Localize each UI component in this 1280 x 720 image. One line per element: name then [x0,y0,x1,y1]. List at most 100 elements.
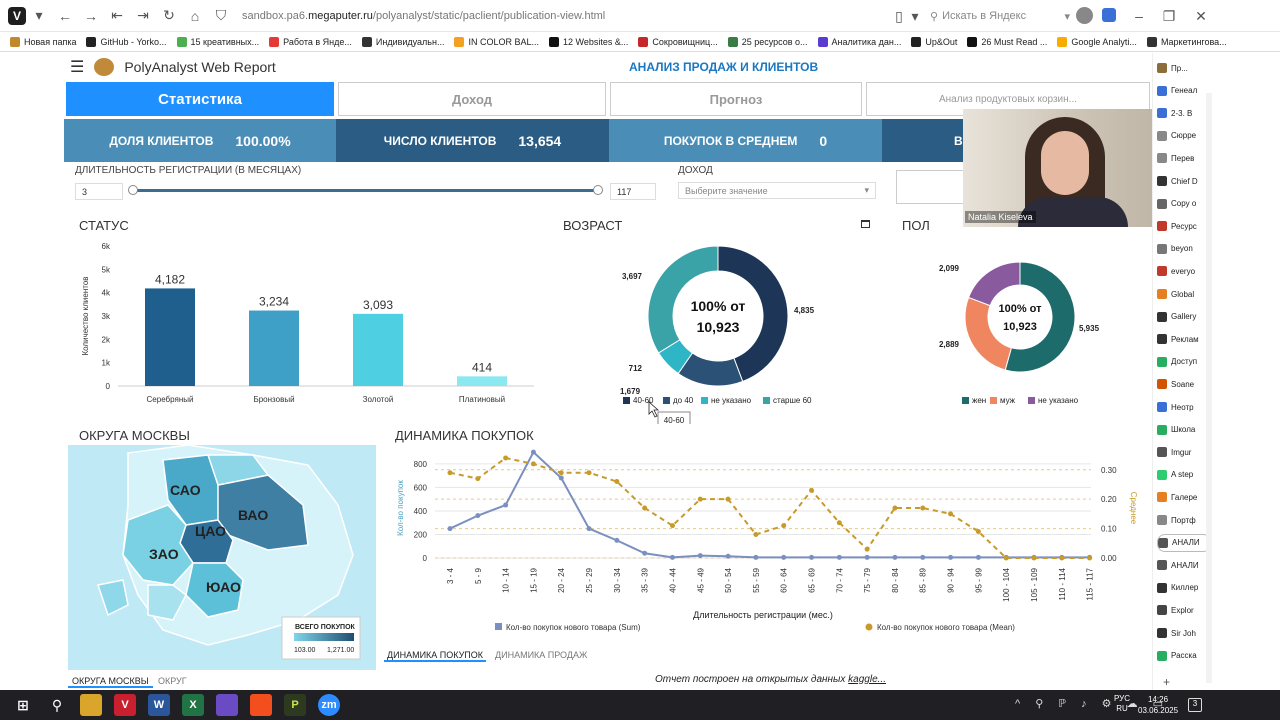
side-panel-item[interactable]: Генеал [1157,82,1211,100]
bookmark-item[interactable]: 15 креативных... [176,36,259,47]
word-icon[interactable]: W [148,694,170,716]
forward-icon[interactable]: → [84,7,98,24]
notifications-icon[interactable]: 3 [1188,698,1202,712]
reg-max-input[interactable]: 117 [610,183,656,200]
tab-statistics[interactable]: Статистика [66,82,334,116]
bookmark-item[interactable]: 26 Must Read ... [967,36,1047,47]
bookmark-item[interactable]: Аналитика дан... [817,36,901,47]
app-icon[interactable] [216,694,238,716]
scrollbar[interactable] [1206,93,1212,683]
side-panel-item[interactable]: Ресурс [1157,217,1211,235]
side-panel-item[interactable]: Imgur [1157,443,1211,461]
bookmark-icon[interactable]: ▯ [895,7,903,24]
minimize-icon[interactable]: – [1135,8,1143,24]
profile-avatar-icon[interactable] [1076,7,1093,24]
home-icon[interactable]: ⌂ [190,7,200,24]
zoom-icon[interactable]: zm [318,694,340,716]
side-panel-item[interactable]: Gallery [1157,308,1211,326]
tab-income[interactable]: Доход [338,82,606,116]
x-tick-label: 70 - 74 [835,567,844,592]
translate-icon[interactable] [1102,8,1116,22]
menu-chevron-icon[interactable]: ▾ [35,7,43,23]
map-tab-district[interactable]: ОКРУГ [158,676,187,686]
vivaldi-logo-icon[interactable]: V [8,6,26,25]
vivaldi-taskbar-icon[interactable]: V [114,694,136,716]
reg-min-input[interactable]: 3 [75,183,123,200]
excel-icon[interactable]: X [182,694,204,716]
bookmark-item[interactable]: Маркетингова... [1146,36,1227,47]
y-tick-label: 3k [102,312,111,321]
maximize-icon[interactable]: ❐ [1162,7,1176,24]
side-panel-favicon-icon [1157,628,1167,638]
tray-icons[interactable]: ^ ⚲ ℙ ♪ ⚙ ☁ ▭ [1015,698,1170,710]
side-panel-item[interactable]: A step [1157,466,1211,484]
fast-forward-icon[interactable]: ⇥ [137,7,149,23]
bookmark-label: 25 ресурсов о... [741,36,808,47]
map-tab-districts[interactable]: ОКРУГА МОСКВЫ [68,676,153,688]
side-panel-item[interactable]: Soane [1157,375,1211,393]
range-slider-min-handle[interactable] [128,185,138,195]
bookmark-item[interactable]: Индивидуальн... [361,36,444,47]
side-panel-item[interactable]: 2-3. В [1157,104,1211,122]
side-panel-item[interactable]: Портф [1157,511,1211,529]
language-indicator[interactable]: РУС RU [1114,694,1130,714]
rewind-icon[interactable]: ⇤ [111,7,123,23]
dropdown-icon[interactable]: ▾ [911,7,919,24]
side-panel-item[interactable]: Перев [1157,149,1211,167]
back-icon[interactable]: ← [58,7,72,24]
bookmark-item[interactable]: Работа в Янде... [269,36,352,47]
side-panel-item[interactable]: Киллер [1157,579,1211,597]
side-panel-item[interactable]: Пр... [1157,59,1211,77]
side-panel-item[interactable]: Реклам [1157,330,1211,348]
close-icon[interactable]: ✕ [1195,7,1207,24]
bookmark-item[interactable]: 25 ресурсов о... [727,36,808,47]
side-panel-item[interactable]: АНАЛИ [1157,556,1211,574]
bookmark-item[interactable]: 12 Websites &... [549,36,628,47]
side-panel-item[interactable]: Сюрре [1157,127,1211,145]
file-explorer-icon[interactable] [80,694,102,716]
polyanalyst-icon[interactable]: P [284,694,306,716]
side-panel-item[interactable]: Галере [1157,488,1211,506]
bookmark-item[interactable]: GitHub - Yorko... [86,36,167,47]
windows-start-icon[interactable]: ⊞ [17,696,29,713]
bookmark-item[interactable]: Up&Out [911,36,957,47]
figma-icon[interactable] [250,694,272,716]
side-panel-label: Imgur [1171,447,1192,457]
side-panel-item[interactable]: Copy o [1157,195,1211,213]
side-panel-item[interactable]: everyo [1157,262,1211,280]
side-panel-item[interactable]: Школа [1157,421,1211,439]
tab-sales-dynamics[interactable]: ДИНАМИКА ПРОДАЖ [495,650,588,660]
bookmark-item[interactable]: IN COLOR BAL... [454,36,539,47]
shield-icon[interactable]: ⛉ [215,7,227,23]
tab-purchase-dynamics[interactable]: ДИНАМИКА ПОКУПОК [384,650,487,662]
taskbar-search-icon[interactable]: ⚲ [51,696,63,713]
side-panel-item[interactable]: Sir Joh [1157,624,1211,642]
side-panel-item[interactable]: Explor [1157,601,1211,619]
webcam-person-body [1018,197,1128,227]
side-panel-item[interactable]: Неотр [1157,398,1211,416]
legend-label: старше 60 [773,396,812,405]
maximize-panel-icon[interactable] [861,220,870,228]
yandex-search[interactable]: ⚲ Искать в Яндекс ▾ [930,6,1070,26]
y-tick-label: 4k [102,289,111,298]
side-panel-item[interactable]: Global [1157,285,1211,303]
tab-forecast[interactable]: Прогноз [610,82,862,116]
bookmark-item[interactable]: Google Analyti... [1057,36,1137,47]
windows-taskbar: ⊞ ⚲ V W X P zm ^ ⚲ ℙ ♪ ⚙ ☁ ▭ РУС RU 14:26… [0,690,1280,720]
kaggle-link[interactable]: kaggle... [848,674,886,685]
address-bar[interactable]: sandbox.pa6. megaputer.ru/polyanalyst/sta… [242,4,862,28]
side-panel-item[interactable]: Расска [1157,647,1211,665]
range-slider-track[interactable] [132,189,598,192]
income-select[interactable]: Выберите значение ▾ [678,182,876,199]
side-panel-item[interactable]: Доступ [1157,353,1211,371]
reload-icon[interactable]: ↻ [163,7,175,23]
side-panel-item[interactable]: АНАЛИ [1157,533,1211,552]
search-dropdown-icon[interactable]: ▾ [1064,10,1070,23]
clock[interactable]: 14:26 03.06.2025 [1138,694,1178,716]
bookmark-item[interactable]: Сокровищниц... [638,36,718,47]
hamburger-icon[interactable]: ☰ [70,59,85,76]
range-slider-max-handle[interactable] [593,185,603,195]
side-panel-item[interactable]: Chief D [1157,172,1211,190]
bookmark-item[interactable]: Новая папка [10,36,76,47]
side-panel-item[interactable]: beyon [1157,240,1211,258]
